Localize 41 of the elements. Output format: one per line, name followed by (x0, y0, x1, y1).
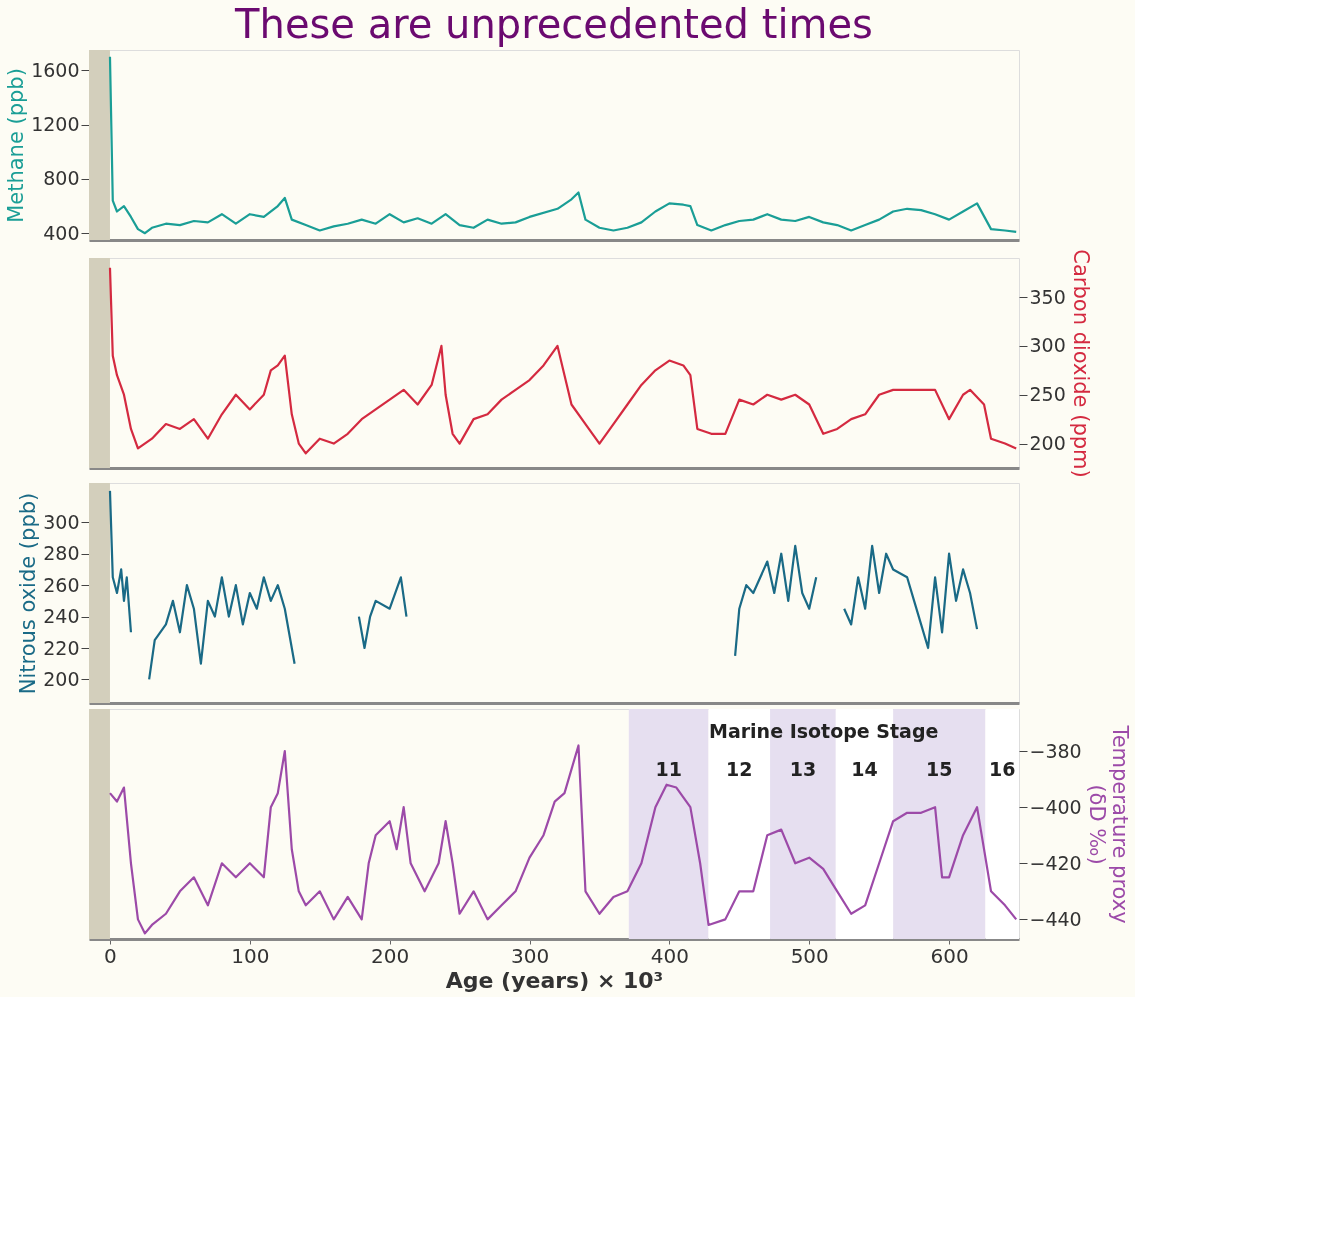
y-tick-label: 240 (43, 605, 80, 628)
y-tick-label: 280 (43, 542, 80, 565)
x-tick-label: 400 (650, 943, 689, 968)
band-label: 12 (726, 758, 753, 780)
y2-tick-label: 300 (1029, 334, 1066, 357)
band-label: 14 (851, 758, 878, 780)
y-tick-label: 800 (43, 167, 80, 190)
line-series (108, 55, 1018, 235)
x-tick-label: 0 (104, 943, 117, 968)
chart-title: These are unprecedented times (234, 1, 873, 47)
y2-tick-label: −440 (1029, 907, 1082, 930)
y-tick-label: 200 (43, 667, 80, 690)
x-tick-label: 500 (790, 943, 829, 968)
annotation: Marine Isotope Stage (709, 720, 939, 742)
line-series (108, 744, 1018, 935)
y2-axis-title: Carbon dioxide (ppm) (1068, 249, 1093, 478)
y-tick-label: 220 (43, 636, 80, 659)
y-axis-title: Nitrous oxide (ppb) (16, 492, 41, 695)
y2-tick-label: −380 (1029, 739, 1082, 762)
x-axis-title: Age (years) × 10³ (445, 967, 664, 993)
y-tick-label: 260 (43, 573, 80, 596)
y-tick-label: 1600 (31, 58, 80, 81)
y-tick-label: 300 (43, 510, 80, 533)
y-tick-label: 1200 (31, 113, 80, 136)
y2-axis-title: Temperature proxy (δD ‰) (1084, 724, 1132, 924)
band-label: 11 (655, 758, 682, 780)
y-tick-label: 400 (43, 221, 80, 244)
y2-tick-label: 200 (1029, 432, 1066, 455)
band-label: 13 (789, 758, 817, 780)
y2-tick-label: 350 (1029, 285, 1066, 308)
x-tick-label: 200 (371, 943, 410, 968)
band-label: 16 (988, 758, 1016, 780)
x-tick-label: 600 (930, 943, 969, 968)
line-series (108, 266, 1018, 455)
y2-tick-label: −420 (1029, 851, 1082, 874)
x-tick-label: 100 (231, 943, 270, 968)
band-label: 15 (926, 758, 953, 780)
y2-tick-label: −400 (1029, 795, 1082, 818)
x-tick-label: 300 (510, 943, 550, 968)
y2-tick-label: 250 (1029, 383, 1066, 406)
y-axis-title: Methane (ppb) (4, 68, 29, 223)
